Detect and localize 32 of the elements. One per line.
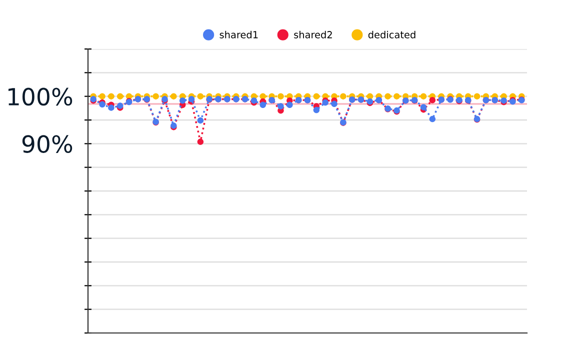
point [108,104,114,111]
point [260,93,266,100]
point [429,116,436,122]
y-tick-label: 90% [22,135,72,153]
point [170,93,177,100]
point [286,102,293,108]
legend-label: shared2 [294,30,332,38]
point [188,96,195,102]
point [99,93,106,100]
point [420,93,427,100]
point [108,93,114,100]
point [394,93,400,100]
point [197,117,204,124]
point [384,93,391,100]
point [429,96,436,104]
legend-label: dedicated [368,30,416,38]
point [420,104,427,110]
point [260,102,266,108]
y-tick-label: 100% [8,88,72,106]
point [197,138,204,145]
point [278,93,284,100]
legend-label: shared1 [220,30,258,38]
point [179,97,186,104]
point [116,93,124,100]
point [331,100,338,108]
point [197,93,204,100]
point [313,106,320,114]
point [278,103,284,110]
point [474,93,480,100]
point [152,93,159,100]
point [313,93,320,100]
point [340,93,346,100]
